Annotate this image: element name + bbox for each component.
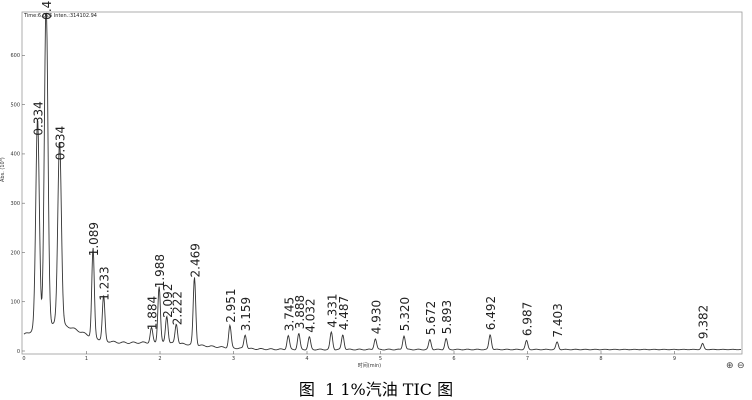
peak-label: 0.451: [40, 0, 54, 20]
peak-label: 4.032: [303, 298, 317, 332]
x-tick-label: 7: [526, 356, 529, 362]
zoom-out-icon[interactable]: ⊖: [737, 361, 745, 371]
peak-label: 9.382: [697, 305, 711, 339]
peak-label: 0.334: [32, 101, 46, 135]
x-tick-label: 8: [599, 356, 602, 362]
x-tick-label: 9: [673, 356, 676, 362]
x-tick-label: 3: [232, 356, 235, 362]
peak-label: 3.745: [282, 297, 296, 331]
peak-label: 3.159: [239, 297, 253, 331]
y-tick-label: 100: [10, 300, 20, 306]
peak-label: 5.893: [440, 300, 454, 334]
peak-label: 2.092: [161, 284, 175, 318]
peak-label: 4.331: [325, 293, 339, 327]
peak-label: 2.469: [189, 243, 203, 277]
peak-label: 1.988: [153, 254, 167, 288]
x-tick-label: 6: [452, 356, 455, 362]
x-tick-label: 4: [305, 356, 308, 362]
x-tick-label: 0: [22, 356, 25, 362]
peak-label: 5.320: [398, 297, 412, 331]
x-tick-label: 2: [158, 356, 161, 362]
peak-label: 4.487: [337, 296, 351, 330]
peak-label: 1.233: [98, 266, 112, 300]
peak-label: 2.222: [170, 291, 184, 325]
peak-label: 3.888: [293, 295, 307, 329]
figure-caption: 图 1 1%汽油 TIC 图: [298, 380, 454, 399]
y-tick-label: 600: [10, 53, 20, 59]
y-tick-label: 0: [17, 349, 20, 355]
peak-label: 7.403: [551, 303, 565, 337]
tic-series-line: [23, 13, 742, 351]
y-tick-label: 300: [10, 201, 20, 207]
zoom-in-icon[interactable]: ⊕: [726, 361, 734, 371]
peak-label: 5.672: [424, 301, 438, 335]
peak-label: 2.951: [224, 288, 238, 322]
peak-label: 1.089: [87, 222, 101, 256]
x-axis-label: 时间(min): [358, 362, 381, 369]
peak-label: 6.492: [484, 296, 498, 330]
x-tick-label: 5: [379, 356, 382, 362]
y-tick-label: 500: [10, 102, 20, 108]
peak-label: 6.987: [521, 302, 535, 336]
status-readout: Time:6.026 Inten.:314102.94: [24, 13, 97, 19]
peak-label: 4.930: [369, 300, 383, 334]
y-tick-label: 400: [10, 152, 20, 158]
x-tick-label: 1: [85, 356, 88, 362]
y-tick-label: 200: [10, 250, 20, 256]
peak-label: 1.884: [146, 296, 160, 330]
peak-label: 0.634: [54, 126, 68, 160]
plot-frame: [21, 11, 743, 355]
